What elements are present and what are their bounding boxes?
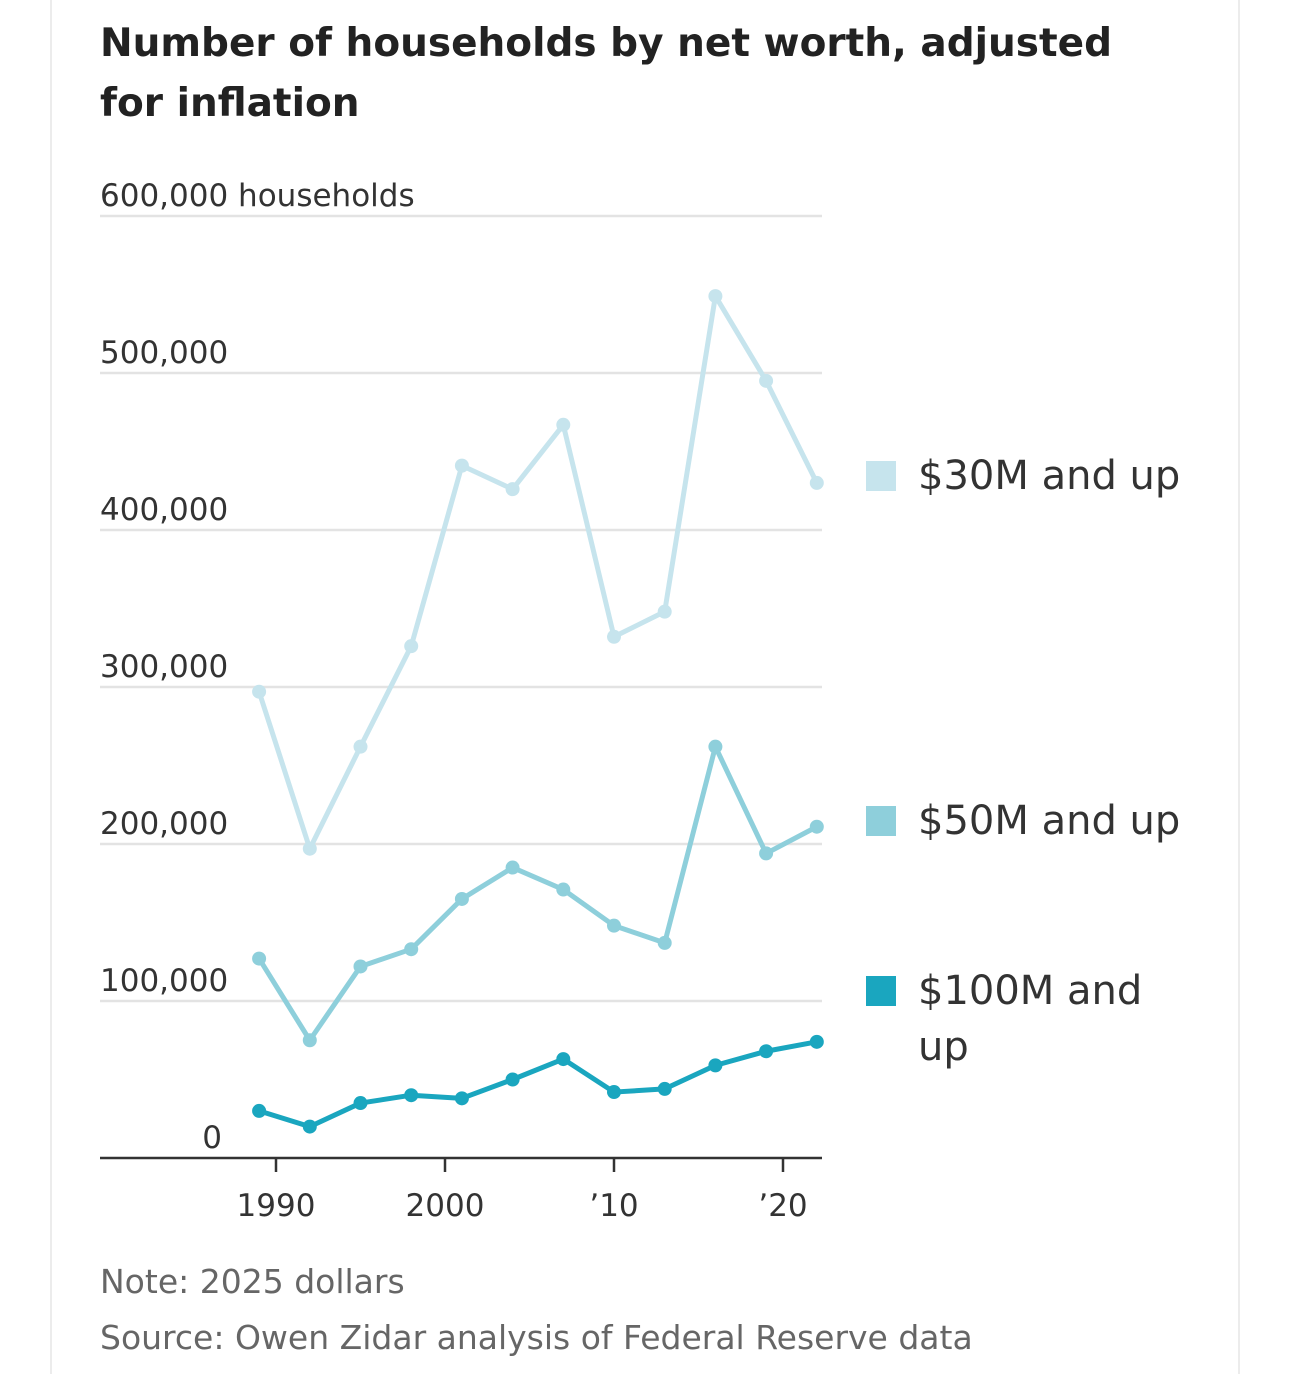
data-point	[556, 417, 571, 432]
data-point	[252, 684, 267, 699]
legend-label: $30M and up	[918, 453, 1180, 499]
data-point	[607, 918, 621, 933]
data-point	[454, 458, 469, 473]
y-tick-label: 500,000	[100, 335, 228, 371]
data-point	[708, 1058, 723, 1073]
data-point	[657, 1081, 672, 1096]
gridlines	[100, 214, 822, 1003]
y-tick-label: 600,000 households	[100, 178, 415, 214]
data-point	[607, 629, 621, 644]
data-point	[353, 959, 368, 974]
data-point	[759, 373, 774, 388]
x-tick-label: 1990	[237, 1188, 316, 1224]
legend: $30M and up $50M and up $100M and up	[866, 453, 1180, 1070]
y-axis-labels: 0 100,000 200,000 300,000 400,000 500,000 600,…	[100, 178, 415, 1156]
data-point	[404, 639, 419, 654]
data-point	[353, 739, 368, 754]
y-tick-label: 300,000	[100, 649, 228, 685]
series	[252, 739, 824, 1048]
x-tick-label: ’20	[758, 1188, 807, 1224]
series-line	[256, 293, 820, 852]
chart-source: Source: Owen Zidar analysis of Federal R…	[100, 1318, 973, 1357]
series-line	[256, 744, 820, 1043]
data-point	[404, 942, 419, 957]
data-point	[302, 1033, 317, 1048]
y-tick-label: 400,000	[100, 492, 228, 528]
data-point	[505, 1072, 520, 1087]
legend-label: $100M and up	[918, 968, 1142, 1070]
series	[252, 1034, 824, 1134]
data-point	[809, 1034, 824, 1049]
y-tick-label: 200,000	[100, 806, 228, 842]
x-axis-ticks: 1990 2000 ’10 ’20	[237, 1158, 808, 1224]
data-point	[809, 819, 824, 834]
x-tick-label: 2000	[406, 1188, 485, 1224]
data-point	[657, 935, 672, 950]
data-point	[454, 891, 469, 906]
data-point	[252, 951, 267, 966]
series-line	[256, 1039, 820, 1130]
data-point	[505, 860, 520, 875]
series-lines	[252, 289, 824, 1134]
data-point	[302, 1119, 317, 1134]
data-point	[759, 846, 774, 861]
series	[252, 289, 824, 856]
data-point	[353, 1096, 368, 1111]
y-tick-label: 100,000	[100, 963, 228, 999]
y-tick-label: 0	[202, 1120, 222, 1156]
data-point	[556, 882, 571, 897]
data-point	[759, 1044, 774, 1059]
legend-swatch	[866, 461, 896, 491]
y-unit-label: households	[228, 178, 414, 214]
chart-note: Note: 2025 dollars	[100, 1262, 405, 1301]
x-tick-label: ’10	[589, 1188, 638, 1224]
legend-swatch	[866, 806, 896, 836]
data-point	[505, 482, 520, 497]
data-point	[252, 1103, 267, 1118]
data-point	[404, 1088, 419, 1103]
legend-swatch	[866, 976, 896, 1006]
data-point	[708, 289, 723, 304]
data-point	[556, 1052, 571, 1067]
data-point	[302, 841, 317, 856]
data-point	[708, 739, 723, 754]
legend-label: $50M and up	[918, 798, 1180, 844]
chart-title: Number of households by net worth, adjus…	[100, 21, 1112, 126]
data-point	[809, 475, 824, 490]
data-point	[607, 1085, 621, 1100]
data-point	[454, 1091, 469, 1106]
data-point	[657, 604, 672, 619]
